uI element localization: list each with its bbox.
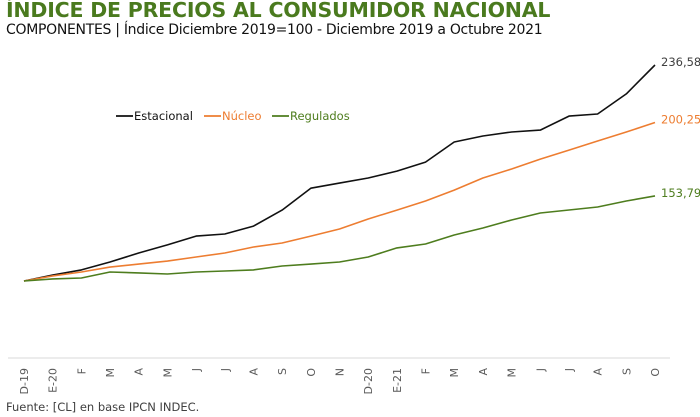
end-label-regulados: 153,79	[661, 186, 700, 200]
x-tick-label: F	[420, 368, 433, 374]
x-tick-label: A	[133, 368, 146, 376]
series-line-estacional	[23, 64, 656, 282]
end-label-estacional: 236,58	[661, 55, 700, 69]
x-tick-label: N	[334, 368, 347, 376]
x-tick-label: M	[506, 368, 519, 378]
x-tick-label: E-20	[47, 368, 60, 393]
x-tick-label: J	[219, 368, 232, 372]
x-tick-label: O	[649, 368, 662, 377]
series-line-nucleo	[23, 121, 656, 282]
x-tick-label: D-19	[18, 368, 31, 394]
x-tick-label: J	[563, 368, 576, 372]
end-labels: 236,58 200,25 153,79	[661, 55, 700, 200]
x-tick-label: E-21	[391, 368, 404, 393]
x-tick-label: S	[620, 368, 633, 375]
chart-title: ÍNDICE DE PRECIOS AL CONSUMIDOR NACIONAL	[6, 0, 551, 22]
x-tick-label: O	[305, 368, 318, 377]
legend: Estacional Núcleo Regulados	[116, 109, 350, 123]
x-tick-label: A	[247, 368, 260, 376]
legend-label-regulados: Regulados	[290, 109, 350, 123]
series-layer	[23, 64, 656, 282]
x-tick-label: D-20	[362, 368, 375, 394]
x-tick-label: A	[592, 368, 605, 376]
source-note: Fuente: [CL] en base IPCN INDEC.	[6, 400, 200, 414]
x-tick-label: M	[161, 368, 174, 378]
series-line-regulados	[23, 195, 656, 282]
legend-label-nucleo: Núcleo	[222, 109, 262, 123]
legend-label-estacional: Estacional	[134, 109, 193, 123]
x-tick-label: M	[104, 368, 117, 378]
end-label-nucleo: 200,25	[661, 112, 700, 126]
x-tick-label: F	[75, 368, 88, 374]
x-tick-label: A	[477, 368, 490, 376]
x-tick-labels: D-19 E-20 F M A M J J A S O N D-20 E-21 F M A M J J A S O	[18, 368, 662, 395]
x-tick-label: S	[276, 368, 289, 375]
chart-subtitle: COMPONENTES | Índice Diciembre 2019=100 …	[6, 22, 543, 38]
x-tick-label: M	[448, 368, 461, 378]
x-tick-label: J	[190, 368, 203, 372]
x-tick-label: J	[534, 368, 547, 372]
